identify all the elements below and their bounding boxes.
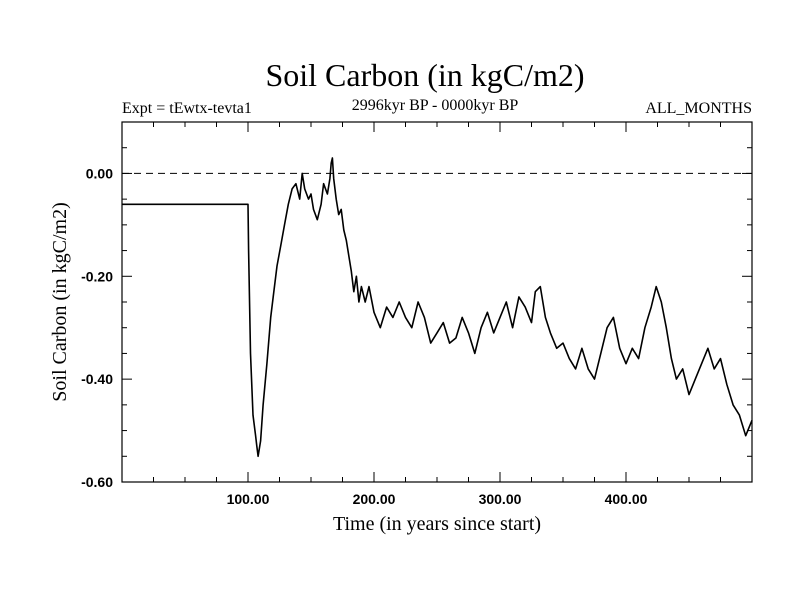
x-tick-label: 100.00 xyxy=(227,491,270,507)
experiment-label: Expt = tEwtx-tevta1 xyxy=(122,100,252,117)
y-axis-label: Soil Carbon (in kgC/m2) xyxy=(49,202,71,401)
chart-title: Soil Carbon (in kgC/m2) xyxy=(265,57,584,93)
soil-carbon-series-line xyxy=(122,157,753,458)
y-tick-label: -0.20 xyxy=(81,268,113,284)
months-label: ALL_MONTHS xyxy=(645,100,752,117)
y-tick-label: -0.60 xyxy=(81,474,113,490)
x-tick-label: 400.00 xyxy=(605,491,648,507)
x-tick-label: 200.00 xyxy=(353,491,396,507)
x-tick-label: 300.00 xyxy=(479,491,522,507)
period-label: 2996kyr BP - 0000kyr BP xyxy=(352,97,519,114)
y-tick-label: -0.40 xyxy=(81,371,113,387)
y-tick-label: 0.00 xyxy=(86,165,113,181)
x-axis-label: Time (in years since start) xyxy=(333,513,541,535)
plot-frame xyxy=(121,121,753,483)
plot-area: 100.00 200.00 300.00 400.00 0.00 -0.20 -0.40 -0… xyxy=(81,121,753,507)
